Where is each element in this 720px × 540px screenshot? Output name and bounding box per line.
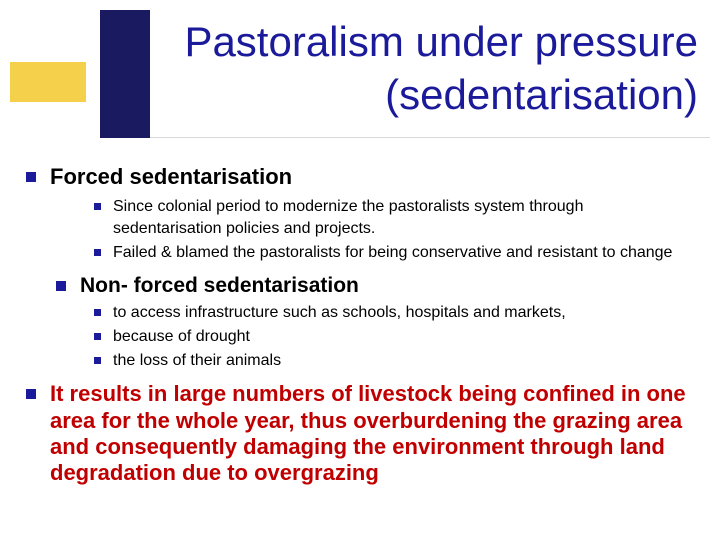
- bullet-level-2: Failed & blamed the pastoralists for bei…: [94, 242, 694, 264]
- bullet-level-1: Forced sedentarisation: [26, 164, 694, 190]
- bullet-text: Forced sedentarisation: [50, 164, 292, 190]
- slide-title: Pastoralism under pressure (sedentarisat…: [150, 10, 710, 138]
- square-bullet-icon: [56, 281, 66, 291]
- bullet-text: Non- forced sedentarisation: [80, 273, 359, 298]
- bullet-text: to access infrastructure such as schools…: [113, 302, 566, 324]
- square-bullet-icon: [94, 357, 101, 364]
- bullet-level-1: Non- forced sedentarisation: [26, 273, 694, 298]
- bullet-text: Since colonial period to modernize the p…: [113, 196, 694, 239]
- bullet-level-2: the loss of their animals: [94, 350, 694, 372]
- bullet-level-2: because of drought: [94, 326, 694, 348]
- title-block: Pastoralism under pressure (sedentarisat…: [100, 10, 700, 138]
- bullet-text: because of drought: [113, 326, 250, 348]
- bullet-text: It results in large numbers of livestock…: [50, 381, 694, 487]
- title-line-1: Pastoralism under pressure: [184, 18, 698, 65]
- square-bullet-icon: [94, 249, 101, 256]
- bullet-text: Failed & blamed the pastoralists for bei…: [113, 242, 672, 264]
- bullet-level-1: It results in large numbers of livestock…: [26, 381, 694, 487]
- sub-bullet-list: Since colonial period to modernize the p…: [26, 196, 694, 263]
- sub-bullet-list: to access infrastructure such as schools…: [26, 302, 694, 371]
- title-accent-yellow: [10, 62, 86, 102]
- square-bullet-icon: [94, 203, 101, 210]
- square-bullet-icon: [94, 333, 101, 340]
- bullet-level-2: to access infrastructure such as schools…: [94, 302, 694, 324]
- slide-body: Forced sedentarisation Since colonial per…: [26, 164, 694, 493]
- title-line-2: (sedentarisation): [385, 71, 698, 118]
- bullet-level-2: Since colonial period to modernize the p…: [94, 196, 694, 239]
- bullet-text: the loss of their animals: [113, 350, 281, 372]
- square-bullet-icon: [26, 172, 36, 182]
- square-bullet-icon: [26, 389, 36, 399]
- square-bullet-icon: [94, 309, 101, 316]
